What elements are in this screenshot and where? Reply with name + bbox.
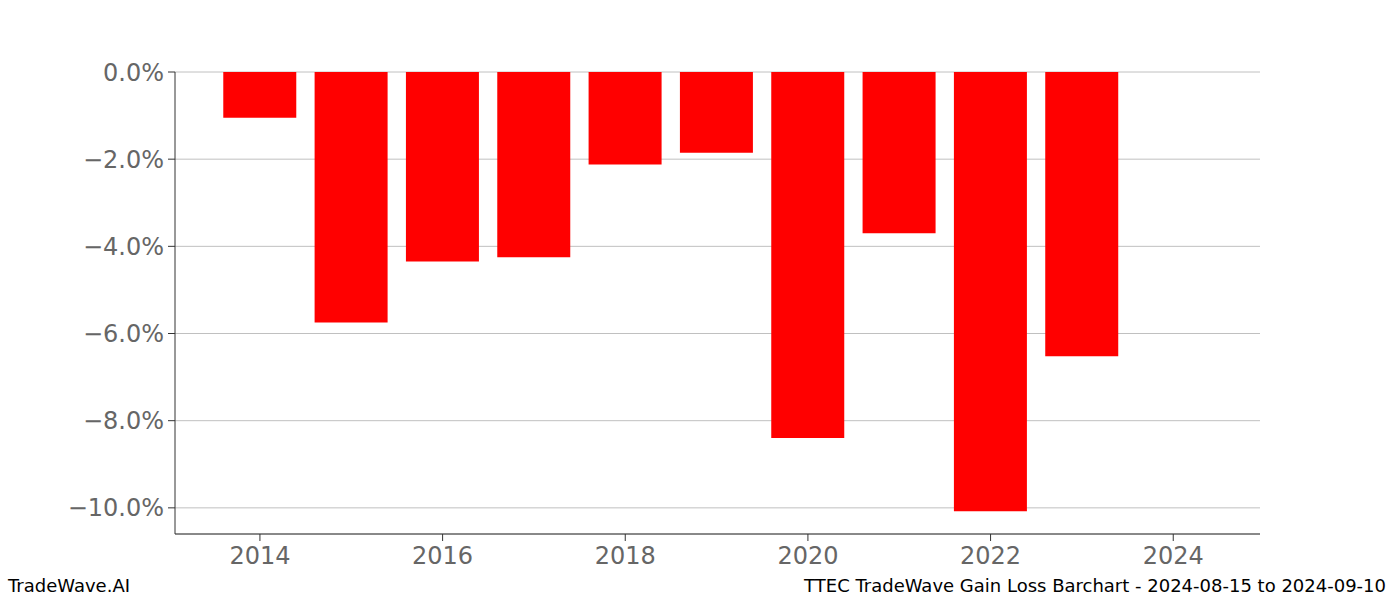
svg-text:0.0%: 0.0% (103, 59, 164, 87)
svg-text:−8.0%: −8.0% (83, 407, 164, 435)
svg-text:2020: 2020 (777, 542, 838, 570)
html-text:TTEC TradeWave Gain Loss Barch: TTEC TradeWave Gain Loss Barchart - 2024… (804, 575, 1386, 596)
svg-text:2022: 2022 (960, 542, 1021, 570)
svg-text:−2.0%: −2.0% (83, 146, 164, 174)
svg-text:2024: 2024 (1143, 542, 1204, 570)
svg-text:2016: 2016 (412, 542, 473, 570)
svg-text:2018: 2018 (595, 542, 656, 570)
svg-text:−4.0%: −4.0% (83, 233, 164, 261)
svg-text:−6.0%: −6.0% (83, 320, 164, 348)
svg-text:−10.0%: −10.0% (68, 494, 164, 522)
svg-text:2014: 2014 (229, 542, 290, 570)
html-text:TradeWave.AI: TradeWave.AI (8, 575, 130, 596)
